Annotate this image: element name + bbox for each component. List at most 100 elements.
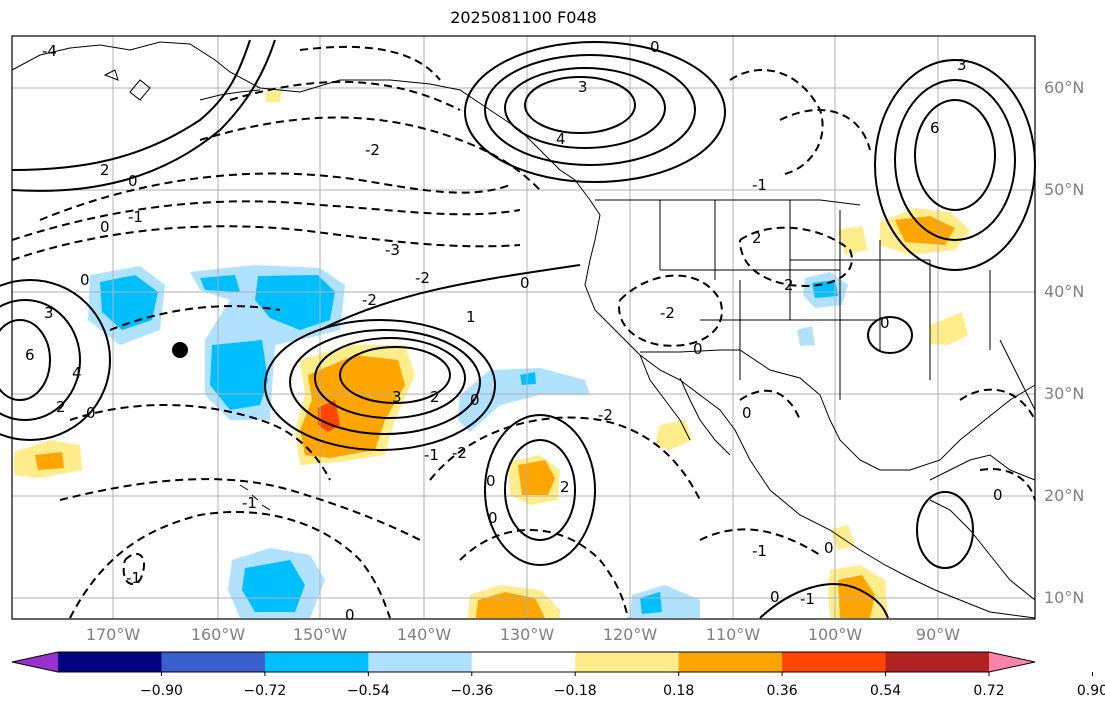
colorbar-tick-label: 0.72 — [973, 683, 1005, 699]
longitude-label: 130°W — [499, 625, 555, 644]
negative-height-contours — [11, 45, 1036, 619]
contour-label: 0 — [742, 404, 752, 422]
colorbar-tick-label: 0.54 — [869, 683, 902, 699]
positive-contour — [504, 439, 576, 541]
positive-anomaly-core — [300, 355, 405, 458]
positive-anomaly-region — [838, 226, 868, 255]
longitude-label: 160°W — [190, 625, 246, 644]
longitude-label: 120°W — [602, 625, 658, 644]
positive-contour — [524, 76, 636, 134]
positive-contour — [339, 346, 451, 404]
contour-label: 0 — [488, 509, 498, 527]
negative-contour — [459, 529, 629, 619]
contour-label: 3 — [44, 304, 54, 322]
contour-label: -2 — [365, 141, 380, 159]
positive-contour — [464, 41, 726, 183]
map-frame — [11, 35, 1036, 620]
colorbar-segment — [471, 652, 576, 672]
colorbar-extend-low — [12, 652, 58, 672]
positive-contour — [0, 319, 51, 401]
colorbar-tick-label: 0.36 — [766, 683, 798, 699]
contour-label: -1 — [424, 446, 439, 464]
latitude-label: 50°N — [1044, 180, 1085, 199]
positive-contour — [264, 319, 496, 451]
positive-contour — [894, 79, 1016, 241]
positive-contour — [0, 299, 81, 421]
contour-label: -1 — [752, 176, 767, 194]
contour-label: 0 — [650, 38, 660, 56]
negative-contour — [11, 200, 521, 241]
longitude-label: 110°W — [705, 625, 761, 644]
positive-contour — [289, 329, 481, 435]
negative-anomaly-core — [812, 280, 838, 298]
contour-label: 6 — [930, 119, 940, 137]
contour-label: -4 — [42, 42, 57, 60]
contour-label: -2 — [452, 444, 467, 462]
positive-contour — [867, 316, 913, 354]
colorbar — [11, 651, 1093, 676]
positive-contour — [11, 39, 276, 192]
negative-anomaly-region — [458, 368, 590, 432]
negative-contour — [199, 116, 541, 191]
positive-contour — [11, 39, 251, 171]
contour-label: 2 — [100, 161, 110, 179]
contour-label: 0 — [86, 404, 96, 422]
contour-label: -3 — [385, 241, 400, 259]
positive-contour — [916, 491, 974, 569]
contour-label: 0 — [486, 472, 496, 490]
contour-label: 0 — [100, 218, 110, 236]
contour-label: 4 — [556, 130, 566, 148]
positive-anomaly-region — [930, 312, 968, 345]
negative-contour — [429, 416, 701, 501]
contour-label: -1 — [242, 494, 257, 512]
negative-contour — [59, 478, 421, 541]
negative-contour — [979, 468, 1036, 501]
negative-contour — [69, 511, 391, 619]
negative-contour — [109, 305, 281, 331]
colorbar-outline — [11, 651, 1036, 673]
latitude-label: 40°N — [1044, 282, 1085, 301]
positive-anomaly-region — [655, 420, 692, 450]
positive-contour — [504, 67, 666, 149]
contour-label: -2 — [415, 269, 430, 287]
colorbar-tick-label: 0.18 — [663, 683, 695, 699]
longitude-label: 90°W — [915, 625, 961, 644]
negative-contour — [69, 404, 331, 481]
colorbar-tick-label: 0.90 — [1076, 683, 1105, 699]
contour-label: 2 — [784, 276, 794, 294]
latitude-label: 30°N — [1044, 384, 1085, 403]
longitude-label: 170°W — [85, 625, 141, 644]
negative-contour — [959, 388, 1036, 421]
contour-label: 4 — [72, 364, 82, 382]
longitude-label: 140°W — [396, 625, 452, 644]
contour-label: 0 — [345, 606, 355, 624]
positive-anomaly-peak — [318, 400, 340, 432]
contour-label: 2 — [752, 229, 762, 247]
negative-contour — [618, 274, 723, 347]
positive-contour — [914, 99, 996, 211]
positive-anomaly-core — [35, 452, 64, 470]
negative-contour — [299, 45, 441, 81]
negative-anomaly-region — [797, 326, 815, 346]
contour-label: 0 — [520, 274, 530, 292]
contour-label: -1 — [126, 569, 141, 587]
latitude-label: 60°N — [1044, 78, 1085, 97]
negative-anomaly-core — [255, 275, 335, 330]
positive-contour — [484, 414, 596, 566]
height-contours — [0, 39, 1036, 619]
contour-label: 0 — [80, 271, 90, 289]
contour-label: 0 — [880, 314, 890, 332]
colorbar-segment — [368, 652, 473, 672]
colorbar-segment — [885, 652, 990, 672]
colorbar-tick-label: −0.18 — [553, 683, 597, 699]
map-title: 2025081100 F048 — [450, 8, 597, 27]
coastlines — [11, 41, 1036, 619]
positive-contour — [319, 264, 581, 331]
contour-label: -1 — [800, 590, 815, 608]
latitude-label: 20°N — [1044, 486, 1085, 505]
negative-contour — [779, 109, 871, 151]
colorbar-tick-label: −0.36 — [450, 683, 494, 699]
positive-anomaly-region — [265, 90, 282, 102]
storm-marker — [172, 342, 188, 358]
